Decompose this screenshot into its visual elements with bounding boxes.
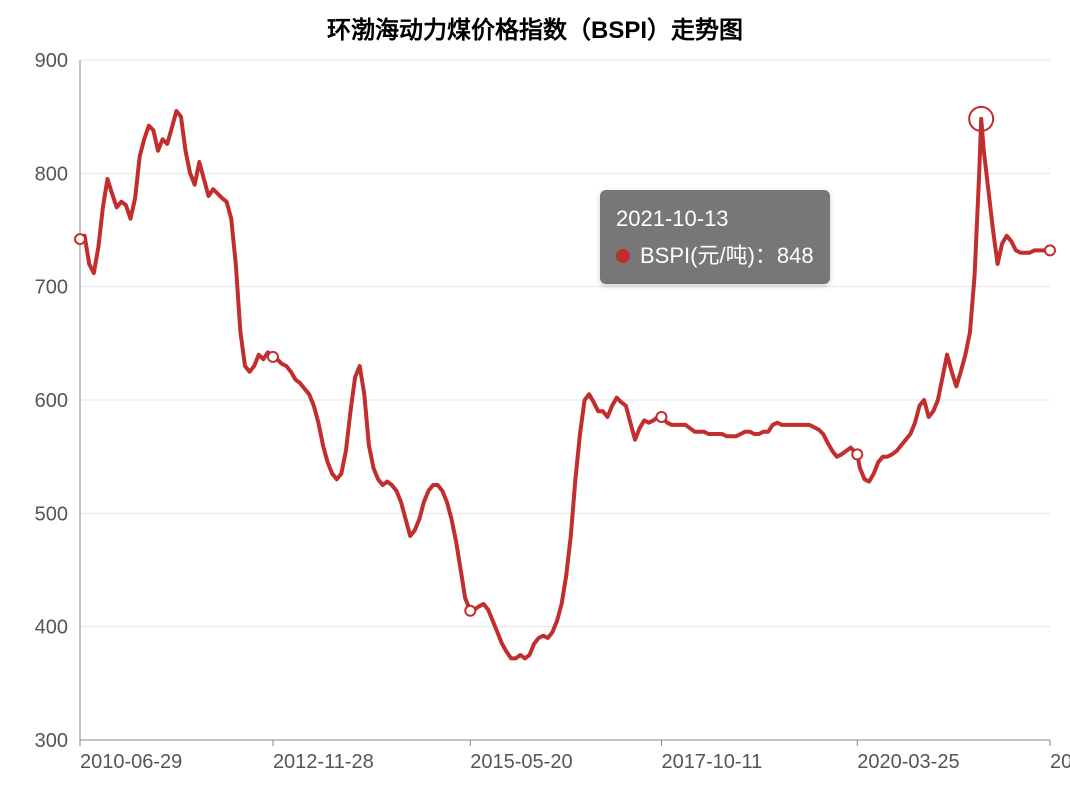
y-tick-label: 700 [35, 277, 68, 299]
y-tick-label: 300 [35, 730, 68, 752]
x-tick-label: 2010-06-29 [80, 751, 182, 773]
series-marker [465, 606, 475, 616]
series-end-marker [1045, 245, 1055, 255]
chart-svg: 300 400 500 600 700 800 900 2010-06-29 2012-11-2… [0, 0, 1070, 792]
series-marker [656, 412, 666, 422]
chart-container: 环渤海动力煤价格指数（BSPI）走势图 30040050060070080090… [0, 0, 1070, 792]
y-tick-label: 400 [35, 617, 68, 639]
x-tick-label: 2017-10-11 [661, 751, 762, 773]
series-marker [268, 352, 278, 362]
y-tick-label: 600 [35, 390, 68, 412]
series-marker [852, 449, 862, 459]
series-marker [75, 234, 85, 244]
y-tick-label: 900 [35, 50, 68, 72]
x-tick-label: 2022-08-24 [1050, 751, 1070, 773]
x-tick-label: 2015-05-20 [470, 751, 572, 773]
x-tick-label: 2020-03-25 [857, 751, 959, 773]
y-tick-label: 800 [35, 163, 68, 185]
x-tick-label: 2012-11-28 [273, 751, 374, 773]
y-tick-label: 500 [35, 503, 68, 525]
series-line [80, 111, 1050, 658]
